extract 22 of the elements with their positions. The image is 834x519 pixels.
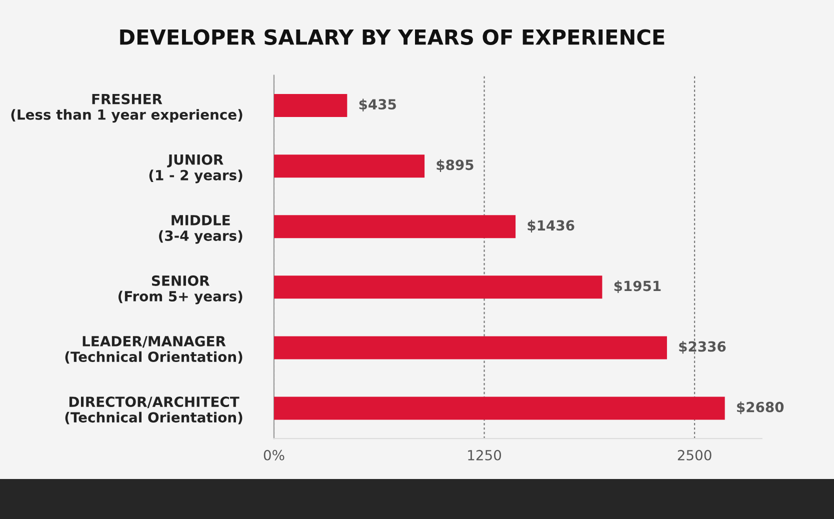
chart-title: DEVELOPER SALARY BY YEARS OF EXPERIENCE [120, 29, 664, 45]
y-tick-label: SENIOR (From 5+ years) [118, 275, 242, 304]
x-tick-label: 0% [264, 450, 284, 460]
y-tick-label: FRESHER (Less than 1 year experience) [11, 94, 242, 123]
bar [274, 276, 602, 299]
data-label: $2336 [679, 341, 726, 354]
bar [274, 94, 348, 118]
y-tick-label: DIRECTOR/ARCHITECT (Technical Orientation) [65, 396, 242, 424]
bar [274, 154, 425, 178]
y-tick-label: LEADER/MANAGER (Technical Orientation) [65, 336, 242, 364]
y-tick-label: JUNIOR (1 - 2 years) [149, 154, 242, 184]
x-tick-label: 1250 [468, 450, 502, 460]
data-label: $1951 [614, 280, 661, 294]
bar [274, 215, 516, 238]
y-tick-label: MIDDLE (3-4 years) [159, 215, 242, 244]
data-label: $895 [436, 159, 474, 172]
data-label: $2680 [737, 402, 784, 414]
x-tick-label: 2500 [678, 450, 712, 460]
bar [274, 396, 725, 420]
data-label: $435 [359, 98, 396, 112]
data-label: $1436 [528, 220, 574, 233]
bar [274, 336, 667, 360]
